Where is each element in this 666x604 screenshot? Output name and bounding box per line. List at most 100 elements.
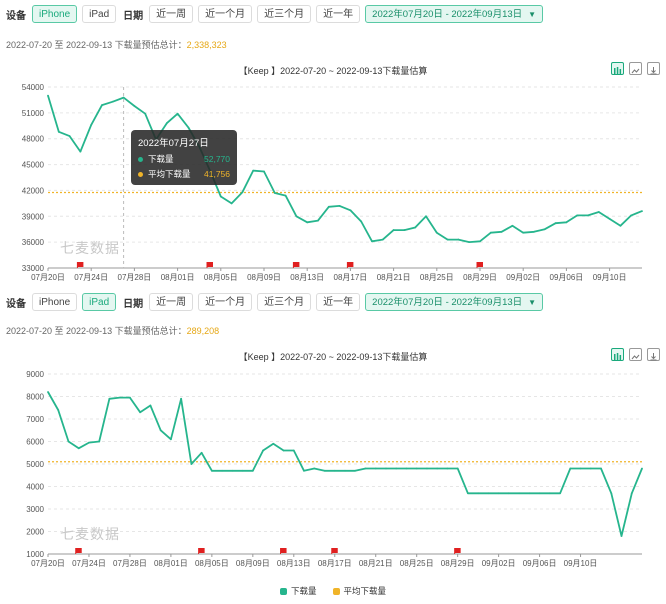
data-point [241,469,244,472]
data-point [364,467,367,470]
data-point [108,397,111,400]
range-month-button[interactable]: 近一个月 [198,5,253,23]
flag-body [207,262,213,267]
downloads-line [47,95,643,244]
y-tick-label: 48000 [22,135,45,144]
data-point [630,214,633,217]
data-point [68,135,71,138]
data-point [597,211,600,213]
data-point [619,224,622,227]
device-ipad-button[interactable]: iPad [82,293,117,311]
y-tick-label: 39000 [22,212,45,221]
image-icon[interactable] [629,348,642,361]
data-point [303,469,305,472]
data-point [67,440,70,443]
data-point [487,492,490,495]
chart-type-toggle-icon[interactable] [611,348,624,361]
chart-tooltip: 2022年07月27日 下载量 52,770 平均下载量 41,756 [131,130,237,185]
summary-total: 2,338,323 [186,40,227,50]
tooltip-series-value: 41,756 [204,169,230,179]
data-point [273,192,276,194]
data-point [338,205,341,207]
data-point [385,467,387,470]
range-3months-button[interactable]: 近三个月 [257,5,312,23]
data-point [118,396,121,399]
range-3months-button[interactable]: 近三个月 [257,293,312,311]
y-tick-label: 45000 [22,161,45,170]
range-month-button[interactable]: 近一个月 [198,293,253,311]
filter-toolbar: 设备 iPhone iPad 日期 近一周 近一个月 近三个月 近一年 2022… [6,291,544,313]
data-point [251,469,254,472]
tooltip-series-name: 下载量 [148,154,174,164]
y-tick-label: 9000 [26,370,44,379]
x-tick-label: 08月29日 [441,559,475,568]
data-point [306,221,309,224]
data-point [426,467,428,470]
x-tick-label: 08月29日 [463,273,497,282]
legend-item-average[interactable]: 平均下载量 [332,585,386,597]
chart-type-toggle-icon[interactable] [611,62,624,75]
range-week-button[interactable]: 近一周 [149,293,194,311]
data-point [507,492,510,495]
image-icon[interactable] [629,62,642,75]
y-tick-label: 33000 [22,264,45,273]
data-point [176,112,179,115]
data-point [313,467,316,470]
chart-legend: 下载量 平均下载量 [0,585,666,597]
flag-body [454,548,461,553]
flag-body [280,548,287,553]
data-point [262,449,264,452]
range-year-button[interactable]: 近一年 [316,293,361,311]
series-dot [138,171,143,177]
device-iphone-button[interactable]: iPhone [32,5,78,23]
tooltip-series-value: 52,770 [204,154,230,164]
range-week-button[interactable]: 近一周 [149,5,194,23]
download-icon[interactable] [647,348,660,361]
tooltip-row-average: 平均下载量 41,756 [138,168,230,180]
date-range-picker[interactable]: 2022年07月20日 - 2022年09月13日 ▼ [365,293,544,311]
legend-label: 下载量 [290,586,317,596]
version-flag-icon [331,548,338,554]
data-point [414,226,417,229]
x-tick-label: 08月13日 [290,273,324,282]
data-point [139,411,142,414]
data-point [90,124,93,126]
data-point [252,169,255,172]
data-point [610,492,613,495]
flag-body [75,548,82,553]
x-tick-label: 09月02日 [482,559,516,568]
chart-panel-ipad: 设备 iPhone iPad 日期 近一周 近一个月 近三个月 近一年 2022… [0,292,666,604]
summary-text: 2022-07-20 至 2022-09-13 下载量预估总计： [6,326,187,336]
watermark: 七麦数据 [60,526,120,542]
data-point [354,469,357,472]
y-tick-label: 42000 [22,186,45,195]
date-label: 日期 [123,298,144,310]
chevron-down-icon: ▼ [528,10,537,19]
data-point [190,463,193,465]
data-point [559,492,561,495]
x-tick-label: 08月25日 [420,273,454,282]
data-point [272,442,275,445]
data-point [641,210,643,213]
data-point [641,467,643,470]
x-tick-label: 07月28日 [118,273,152,282]
version-flag-icon [292,262,300,268]
download-summary: 2022-07-20 至 2022-09-13 下载量预估总计：289,208 [6,324,219,337]
data-point [295,215,298,218]
data-point [589,467,592,470]
download-icon[interactable] [647,62,660,75]
version-flag-icon [454,548,461,554]
device-ipad-button[interactable]: iPad [82,5,117,23]
tooltip-date: 2022年07月27日 [138,138,209,149]
legend-swatch [279,587,287,595]
data-point [600,467,602,470]
x-tick-label: 09月02日 [506,273,540,282]
device-iphone-button[interactable]: iPhone [32,293,78,311]
x-tick-label: 07月24日 [74,273,108,282]
legend-item-downloads[interactable]: 下载量 [279,585,317,597]
data-point [159,429,162,432]
data-point [466,492,469,495]
range-year-button[interactable]: 近一年 [316,5,361,23]
x-tick-label: 08月09日 [236,559,270,568]
date-range-picker[interactable]: 2022年07月20日 - 2022年09月13日 ▼ [365,5,544,23]
